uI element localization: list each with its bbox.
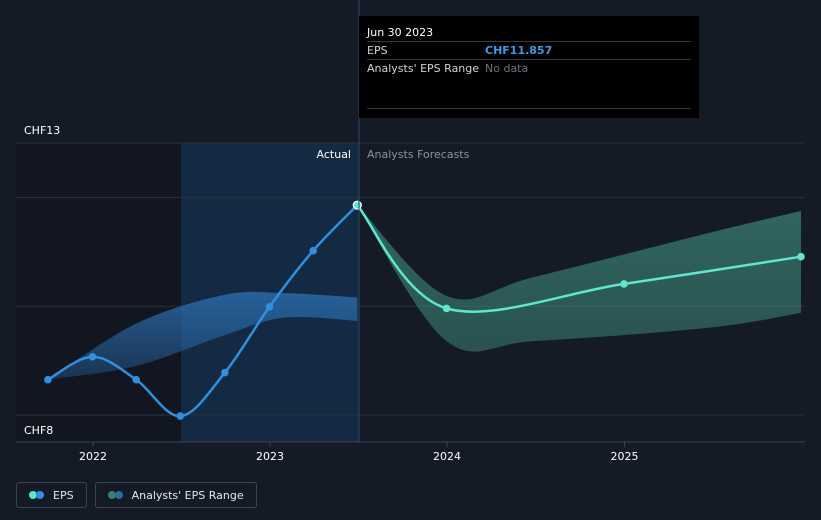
eps-range-band-actual [47,291,358,380]
chart-legend: EPS Analysts' EPS Range [16,482,257,508]
eps-point [265,302,274,311]
tooltip-eps-label: EPS [367,44,388,57]
eps-line-forecast [356,204,802,313]
tooltip-eps-value: CHF11.857 [485,44,553,57]
tooltip-divider [367,108,691,109]
legend-range-swatch [107,491,124,499]
eps-point [309,246,317,255]
tooltip-row-eps: EPS CHF11.857 [367,41,691,59]
tooltip-range-value: No data [485,62,529,75]
eps-point [176,412,185,420]
eps-point [442,304,451,313]
x-tick-label-2024: 2024 [433,450,461,463]
actual-highlight [181,143,359,442]
forecast-label: Analysts Forecasts [367,148,470,161]
legend-range-label: Analysts' EPS Range [131,488,244,502]
eps-line-actual [47,204,359,418]
eps-range-bands [47,205,801,380]
actual-label: Actual [317,148,351,161]
legend-eps-swatch [29,491,45,499]
eps-point-selected [352,200,362,210]
eps-point [221,368,229,377]
eps-point [797,252,805,261]
eps-chart: Actual Analysts Forecasts CHF13 CHF8 202… [16,0,805,463]
tooltip-row-range: Analysts' EPS Range No data [367,59,691,77]
legend-item-eps[interactable]: EPS [16,482,87,508]
eps-points [44,200,805,420]
eps-point [620,280,628,288]
x-tick-label-2023: 2023 [256,450,284,463]
y-tick-label-bottom: CHF8 [24,424,53,437]
tooltip-range-label: Analysts' EPS Range [367,62,480,75]
eps-range-band-forecast [357,205,801,352]
past-shade [16,143,181,442]
x-tick-labels: 2022 2023 2024 2025 [79,442,638,463]
data-tooltip: Jun 30 2023 EPS CHF11.857 Analysts' EPS … [359,16,699,118]
eps-point [88,352,97,361]
x-tick-label-2022: 2022 [79,450,107,463]
eps-point [132,375,140,384]
y-tick-label-top: CHF13 [24,124,60,137]
legend-eps-label: EPS [53,488,74,502]
eps-point [44,375,52,384]
eps-lines [47,204,802,418]
x-tick-label-2025: 2025 [610,450,638,463]
legend-item-eps-range[interactable]: Analysts' EPS Range [94,482,257,508]
tooltip-date: Jun 30 2023 [367,26,434,39]
